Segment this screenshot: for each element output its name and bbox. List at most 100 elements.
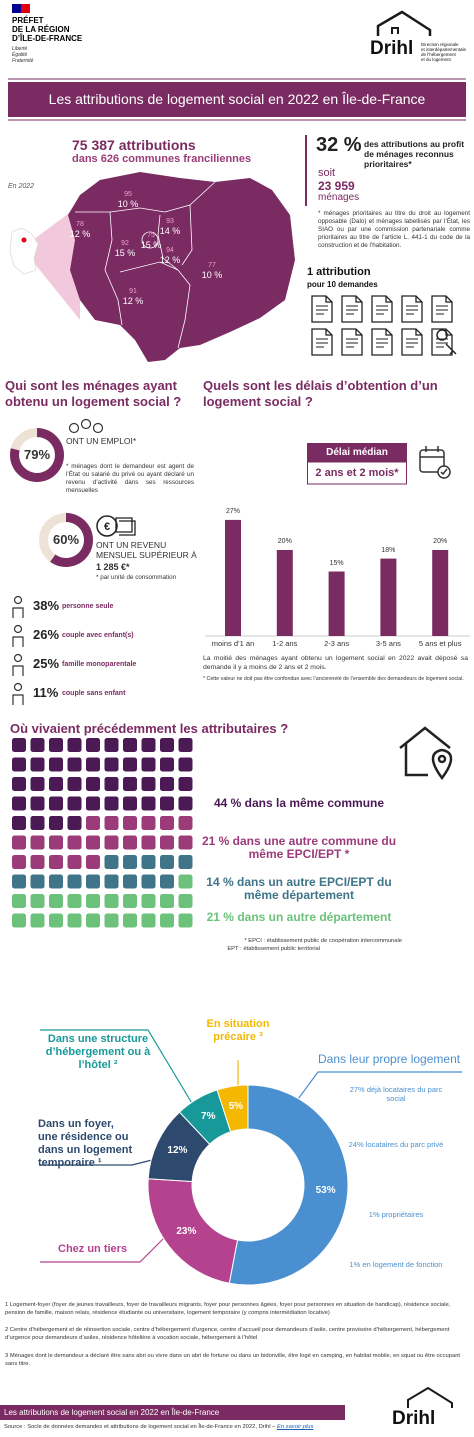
waffle-square [12, 894, 26, 908]
household-icon [12, 607, 24, 618]
waffle-square [30, 738, 45, 752]
waffle-square [12, 796, 26, 811]
waffle-square [104, 777, 119, 791]
waffle-square [178, 855, 193, 869]
legend-value: 44 % [213, 796, 242, 810]
document-icon [431, 328, 453, 356]
priority-share: 32 % [316, 134, 362, 156]
employment-label: ONT UN EMPLOI* [66, 436, 137, 446]
ring-arc [10, 428, 64, 483]
household-icon [12, 636, 24, 647]
waffle-square [12, 913, 26, 928]
waffle-square [67, 777, 82, 791]
document-icon [371, 328, 393, 356]
waffle-square [104, 913, 119, 928]
legend-label: dans la même commune [244, 796, 385, 810]
waffle-square [49, 835, 63, 850]
document-lines [376, 305, 388, 315]
logo: Drihl [370, 38, 414, 59]
key-icon [436, 329, 457, 355]
waffle-square [178, 796, 193, 811]
legend-label: dans un autre département [237, 910, 392, 924]
household-share: 38% [33, 598, 60, 613]
waffle-square [49, 757, 63, 772]
waffle-square [12, 757, 26, 772]
waffle-square [123, 738, 137, 752]
waffle-square [160, 757, 174, 772]
department-code: 93 [166, 218, 174, 225]
waffle-square [160, 835, 174, 850]
bar-value-label: 18% [381, 546, 396, 554]
waffle-square [67, 757, 82, 772]
donut-segment [147, 1178, 239, 1284]
ratio-detail: pour 10 demandes [307, 280, 378, 289]
badge: Délai médian [326, 447, 388, 458]
household-label: couple avec enfant(s) [62, 632, 134, 639]
waffle-square [12, 738, 26, 752]
legend-entry: 21 % dans un autre département [196, 911, 402, 924]
household-icon [13, 624, 23, 634]
logo-subtitle: Direction régionale et interdépartementa… [421, 42, 467, 62]
map-zoom [22, 205, 80, 320]
waffle-square [30, 855, 45, 869]
waffle-square [104, 835, 119, 850]
logo-house [376, 10, 432, 36]
waffle-square [12, 835, 26, 850]
waffle-square [67, 796, 82, 811]
source-link[interactable]: En savoir plus [276, 1424, 314, 1430]
legend-label: dans un autre EPCI/EPT du même départeme… [237, 875, 392, 902]
legend-value: 21 % [206, 910, 234, 924]
waffle-square [30, 757, 45, 772]
department-share: 12 % [159, 255, 181, 265]
waffle-square [160, 738, 174, 752]
notes-icon [115, 517, 136, 536]
document-icon [401, 295, 423, 323]
bar-value-label: 15% [329, 559, 344, 567]
x-tick-label: 1-2 ans [272, 639, 298, 648]
waffle-square [67, 738, 82, 752]
waffle-square [86, 894, 100, 908]
waffle-square [49, 777, 63, 791]
waffle-square [86, 835, 100, 850]
waffle-square [67, 913, 82, 928]
bar-value-label: 27% [225, 507, 240, 515]
footer-bar [0, 1405, 345, 1420]
employment-note: * ménages dont le demandeur est agent de… [66, 463, 194, 494]
waffle-square [141, 874, 156, 889]
priority-unit: ménages [318, 192, 360, 203]
france-map [9, 227, 39, 275]
household-label: couple sans enfant [62, 690, 126, 697]
waffle-square [30, 874, 45, 889]
department-share: 10 % [117, 199, 139, 209]
document-icon [401, 328, 423, 356]
document-lines [406, 305, 418, 315]
waffle-square [123, 816, 137, 830]
waffle-square [67, 894, 82, 908]
waffle-square [160, 816, 174, 830]
waffle-square [86, 757, 100, 772]
priority-note: * ménages prioritaires au titre du droit… [318, 210, 470, 249]
income-note: * par unité de consommation [96, 574, 177, 581]
waffle-square [141, 835, 156, 850]
waffle-square [49, 913, 63, 928]
document-icon [341, 295, 363, 323]
donut-category: En situation précaire ³ [206, 1018, 270, 1043]
ring-arc [50, 513, 93, 567]
waffle-square [86, 874, 100, 889]
bar [432, 550, 449, 636]
waffle-square [141, 757, 156, 772]
waffle-square [123, 835, 137, 850]
euro-sign: € [104, 521, 110, 533]
worker-icon [68, 422, 80, 434]
calendar-icon [419, 446, 451, 479]
waffle-square [141, 738, 156, 752]
waffle-square [86, 816, 100, 830]
bar [328, 571, 345, 636]
median-box [307, 461, 407, 485]
title-banner [8, 82, 466, 117]
department-code: 77 [208, 262, 216, 269]
department-share: 14 % [159, 226, 181, 236]
x-tick-label: moins d’1 an [211, 639, 255, 648]
waffle-square [123, 874, 137, 889]
